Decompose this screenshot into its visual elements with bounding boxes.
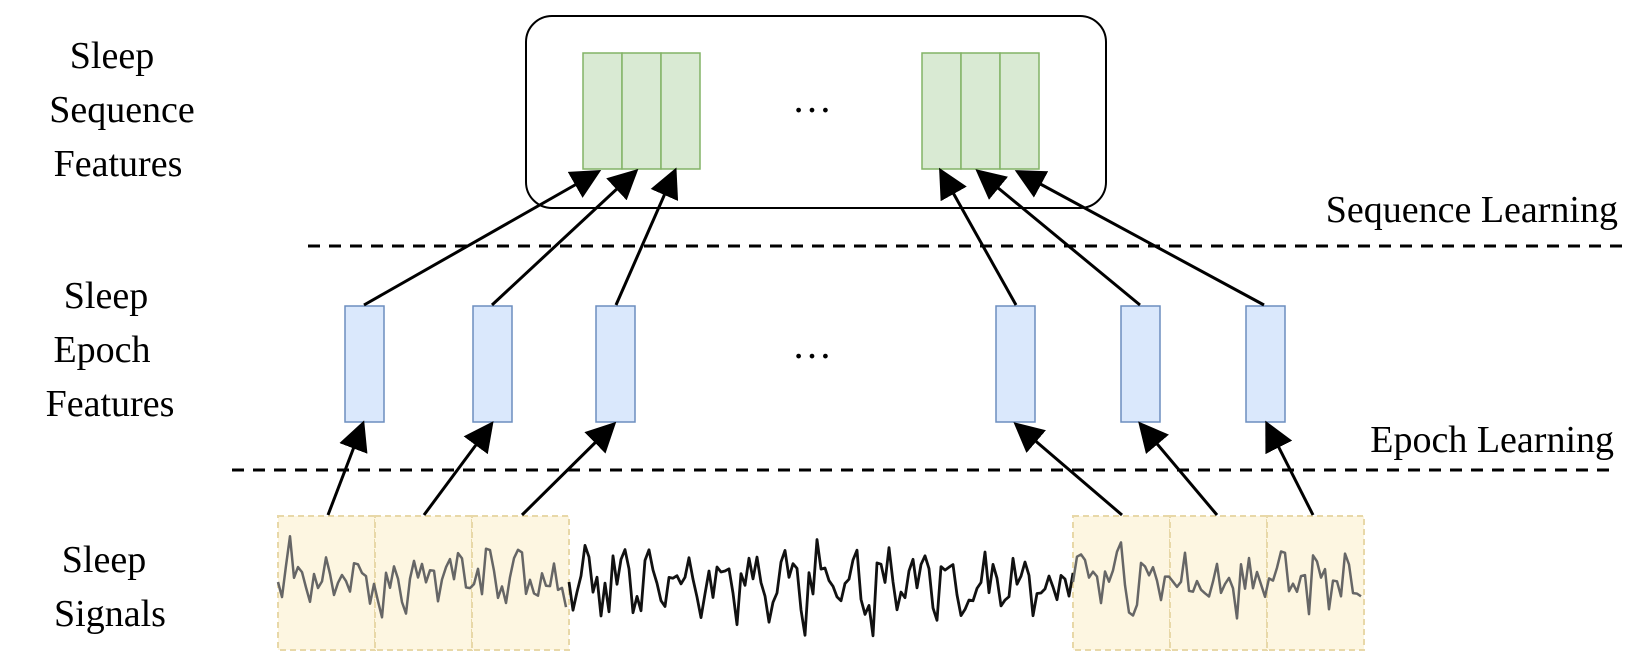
epoch-to-sequence-arrow [1014,170,1265,307]
signal-window [1266,515,1365,651]
epoch-to-sequence-arrow [614,167,679,306]
signal-waveform-left [276,534,568,619]
signal-to-epoch-arrow [326,420,368,516]
epoch-features-label-line-3: Features [46,383,175,425]
sequence-feature-block [582,52,623,170]
signal-to-epoch-arrow [520,421,617,517]
sequence-feature-block [921,52,962,170]
signal-to-epoch-arrow [1013,422,1123,517]
sequence-feature-block [999,52,1040,170]
signal-window [277,515,376,651]
epoch-feature-block [472,305,513,423]
signals-label-line-2: Signals [54,593,166,635]
signal-waveform-middle [567,538,1075,638]
sequence-feature-block [660,52,701,170]
signal-waveform-right [1071,541,1362,620]
epoch-feature-block [1245,305,1286,423]
epoch-feature-block [1120,305,1161,423]
epoch-feature-block [595,305,636,423]
epoch-features-label-line-2: Epoch [53,329,150,371]
epoch-feature-block [995,305,1036,423]
sequence-feature-block [960,52,1001,170]
epoch-ellipsis: … [792,322,832,367]
sequence-feature-block [621,52,662,170]
signal-to-epoch-arrow [1265,420,1315,516]
epoch-to-sequence-arrow [363,170,602,307]
epoch-to-sequence-arrow [939,167,1018,306]
sequence-features-label-line-3: Features [54,143,183,185]
signal-to-epoch-arrow [1138,421,1219,516]
sequence-features-container [525,15,1107,209]
sequence-feature-group-right [921,52,1040,170]
epoch-features-label-line-1: Sleep [64,275,148,317]
sequence-feature-group-left [582,52,701,170]
signal-window [471,515,570,651]
sequence-features-label-line-1: Sleep [70,35,154,77]
signal-window [1072,515,1171,651]
epoch-feature-block [344,305,385,423]
epoch-to-sequence-arrow [975,169,1141,307]
epoch-feature-row [344,305,1286,423]
signals-label-line-1: Sleep [62,539,146,581]
sequence-features-label-line-2: Sequence [49,89,195,131]
epoch-learning-arrows [326,420,1315,517]
epoch-to-sequence-arrow [490,168,639,307]
sequence-learning-label: Sequence Learning [1326,189,1618,231]
signal-to-epoch-arrow [422,421,494,516]
sequence-learning-arrows [363,167,1265,307]
epoch-learning-label: Epoch Learning [1370,419,1614,461]
sequence-ellipsis: … [792,76,832,121]
sleep-signal-waveform [276,534,1362,638]
